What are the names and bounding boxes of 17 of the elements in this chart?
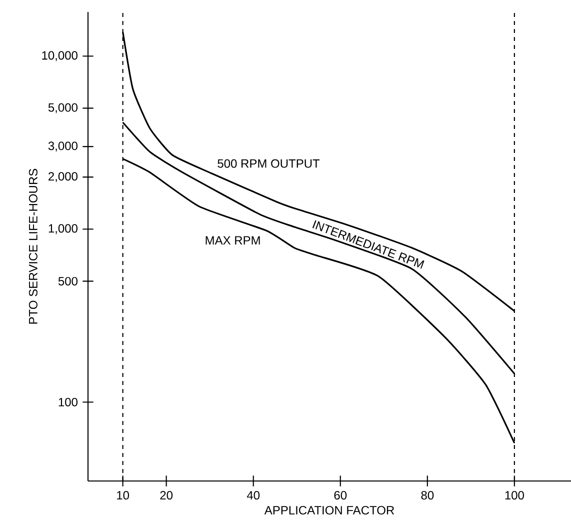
y-axis-title: PTO SERVICE LIFE-HOURS [28, 168, 38, 324]
x-axis-title: APPLICATION FACTOR [264, 506, 394, 515]
y-tick-label: 100 [58, 398, 78, 406]
series-label: 500 RPM OUTPUT [218, 159, 320, 168]
series-label: MAX RPM [206, 236, 260, 244]
y-tick-label: 10,000 [42, 51, 78, 62]
x-tick-label: 60 [334, 491, 347, 500]
y-tick-label: 2,000 [48, 172, 78, 182]
x-tick-label: 80 [421, 491, 434, 500]
y-tick-label: 3,000 [48, 142, 78, 152]
y-tick-label: 1,000 [48, 224, 78, 234]
y-tick-label: 500 [58, 276, 78, 286]
x-tick-label: 20 [160, 491, 173, 500]
x-tick-label: 100 [505, 491, 524, 500]
x-tick-label: 10 [117, 491, 130, 500]
y-tick-label: 5,000 [48, 103, 78, 114]
x-tick-label: 40 [246, 491, 260, 500]
